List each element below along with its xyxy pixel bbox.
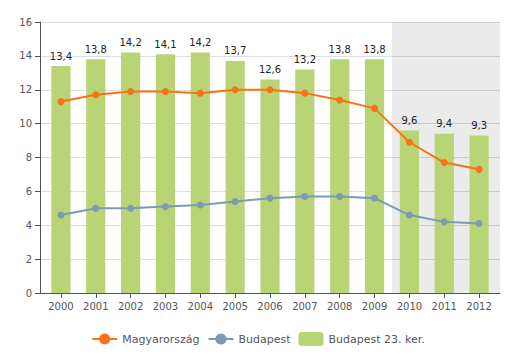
svg-text:14,2: 14,2 bbox=[189, 37, 211, 48]
svg-text:14,1: 14,1 bbox=[154, 39, 176, 50]
svg-text:13,4: 13,4 bbox=[50, 51, 72, 62]
svg-text:10: 10 bbox=[19, 118, 32, 129]
svg-text:0: 0 bbox=[26, 288, 32, 299]
svg-text:4: 4 bbox=[26, 220, 32, 231]
svg-text:Budapest 23. ker.: Budapest 23. ker. bbox=[328, 333, 424, 346]
svg-text:2010: 2010 bbox=[397, 301, 422, 312]
svg-text:2006: 2006 bbox=[257, 301, 282, 312]
svg-text:2007: 2007 bbox=[292, 301, 317, 312]
svg-text:2: 2 bbox=[26, 254, 32, 265]
svg-text:2004: 2004 bbox=[188, 301, 213, 312]
svg-text:6: 6 bbox=[26, 186, 32, 197]
svg-text:2003: 2003 bbox=[153, 301, 178, 312]
svg-text:2001: 2001 bbox=[83, 301, 108, 312]
svg-text:2000: 2000 bbox=[48, 301, 73, 312]
svg-text:2008: 2008 bbox=[327, 301, 352, 312]
svg-text:9,6: 9,6 bbox=[401, 115, 417, 126]
svg-text:13,7: 13,7 bbox=[224, 45, 246, 56]
svg-text:9,3: 9,3 bbox=[471, 120, 487, 131]
svg-text:Budapest: Budapest bbox=[238, 333, 291, 346]
svg-text:13,8: 13,8 bbox=[363, 44, 385, 55]
svg-text:2011: 2011 bbox=[432, 301, 457, 312]
svg-text:13,8: 13,8 bbox=[85, 44, 107, 55]
svg-text:9,4: 9,4 bbox=[436, 118, 452, 129]
svg-text:Magyarország: Magyarország bbox=[122, 333, 199, 346]
svg-text:14: 14 bbox=[19, 50, 32, 61]
svg-text:14,2: 14,2 bbox=[119, 37, 141, 48]
svg-text:8: 8 bbox=[26, 152, 32, 163]
svg-text:13,8: 13,8 bbox=[329, 44, 351, 55]
svg-text:13,2: 13,2 bbox=[294, 54, 316, 65]
svg-text:2009: 2009 bbox=[362, 301, 387, 312]
svg-text:16: 16 bbox=[19, 17, 32, 28]
svg-text:2005: 2005 bbox=[222, 301, 247, 312]
svg-text:2002: 2002 bbox=[118, 301, 143, 312]
svg-text:2012: 2012 bbox=[466, 301, 491, 312]
svg-text:12,6: 12,6 bbox=[259, 64, 281, 75]
svg-text:12: 12 bbox=[19, 84, 32, 95]
